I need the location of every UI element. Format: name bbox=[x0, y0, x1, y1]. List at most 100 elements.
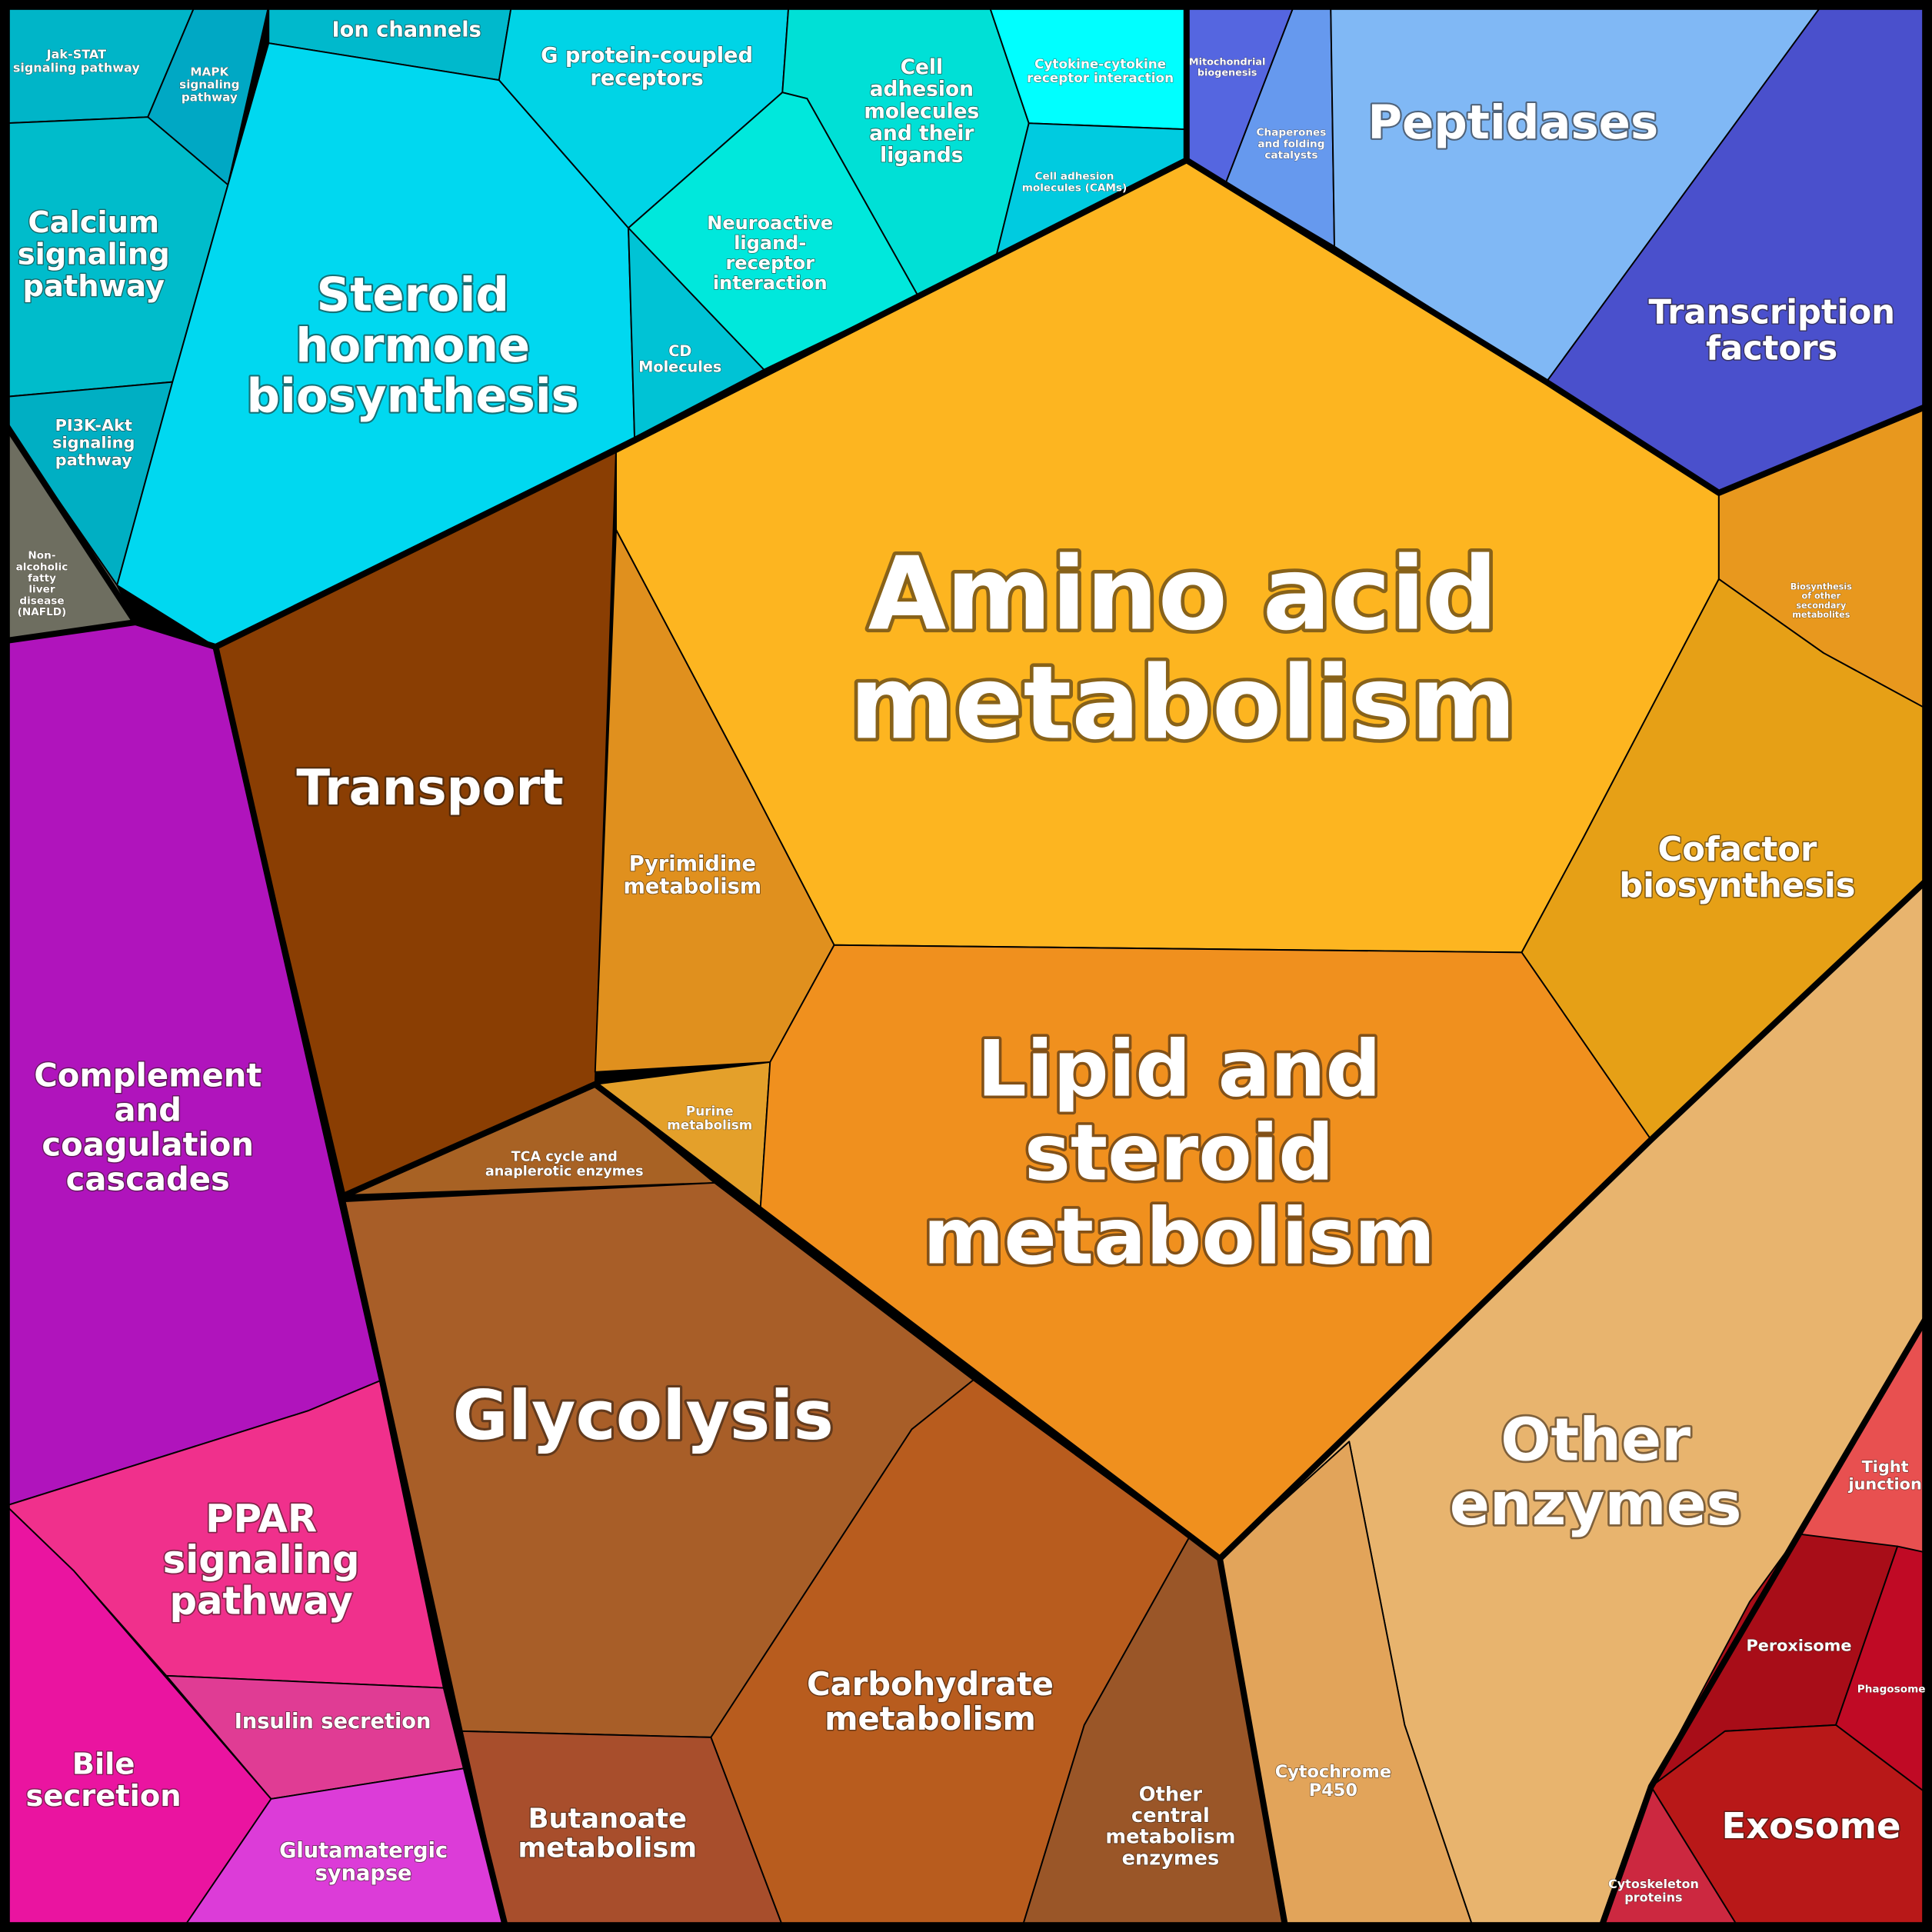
cell-label: Cytokine-cytokine bbox=[1034, 56, 1166, 72]
cell-label: MAPK bbox=[190, 65, 229, 79]
group-border bbox=[212, 646, 508, 1927]
cell-label: coagulation bbox=[42, 1126, 254, 1164]
cell-label: and their bbox=[869, 122, 974, 145]
cell-label: receptor bbox=[725, 252, 814, 274]
cell-label: and folding bbox=[1257, 138, 1324, 150]
cell-label: pathway bbox=[182, 90, 238, 104]
cell-label: signaling bbox=[52, 434, 135, 452]
cell-label: Mitochondrial bbox=[1189, 57, 1266, 68]
cell-label: biosynthesis bbox=[246, 369, 578, 424]
cell-label: adhesion bbox=[870, 78, 974, 102]
cell-label: biogenesis bbox=[1198, 68, 1257, 79]
cell-label: molecules bbox=[864, 99, 979, 123]
cell-label: central bbox=[1131, 1804, 1210, 1827]
cell-label: Peroxisome bbox=[1746, 1636, 1851, 1654]
cell-label: cascades bbox=[66, 1161, 230, 1198]
cell-label: (NAFLD) bbox=[18, 606, 67, 618]
cell-label: Exosome bbox=[1721, 1805, 1900, 1847]
cell-label: molecules (CAMs) bbox=[1022, 182, 1128, 194]
cell-label: secretion bbox=[26, 1779, 182, 1814]
cell-label: secondary bbox=[1796, 601, 1847, 611]
cell-label: factors bbox=[1706, 329, 1837, 368]
cell-label: anaplerotic enzymes bbox=[485, 1164, 644, 1179]
group-border bbox=[343, 1081, 1288, 1927]
cell-label: Lipid and bbox=[978, 1024, 1381, 1114]
cell-label: hormone bbox=[295, 318, 530, 373]
cell-label: pathway bbox=[169, 1579, 352, 1624]
cell-label: enzymes bbox=[1450, 1471, 1742, 1539]
cell bbox=[628, 227, 765, 438]
cell-label: Steroid bbox=[316, 268, 508, 322]
cell-label: ligands bbox=[880, 143, 963, 167]
group-border bbox=[1598, 1317, 1929, 1927]
cell-label: CD bbox=[668, 342, 691, 360]
group-border bbox=[5, 157, 1927, 651]
cell-label: synapse bbox=[315, 1861, 412, 1885]
cell-label: catalysts bbox=[1264, 149, 1317, 162]
cell-label: fatty bbox=[28, 572, 56, 585]
cell-label: Molecules bbox=[638, 358, 721, 376]
cell-label: PI3K-Akt bbox=[55, 416, 132, 435]
cells bbox=[5, 5, 1927, 1927]
cell-label: Transport bbox=[296, 760, 563, 817]
cell-label: Non- bbox=[28, 550, 55, 562]
cell-label: Cell adhesion bbox=[1035, 171, 1114, 183]
cell-label: Tight bbox=[1862, 1457, 1909, 1476]
cell-label: Jak-STAT bbox=[46, 47, 106, 62]
cell-label: Transcription bbox=[1648, 294, 1895, 332]
cell-label: metabolism bbox=[923, 1191, 1435, 1282]
cell-label: Chaperones bbox=[1256, 127, 1326, 139]
cell-label: disease bbox=[19, 595, 64, 607]
cell-label: pathway bbox=[55, 451, 132, 469]
cell-label: Carbohydrate bbox=[807, 1665, 1054, 1703]
cell-label: Other bbox=[1139, 1783, 1203, 1806]
cell-label: proteins bbox=[1624, 1890, 1682, 1904]
cell-label: metabolism bbox=[850, 644, 1517, 761]
cell-label: metabolism bbox=[824, 1700, 1036, 1737]
cell-label: Cofactor bbox=[1657, 831, 1817, 869]
cell-label: signaling bbox=[163, 1537, 360, 1582]
cell-label: Amino acid bbox=[868, 535, 1498, 652]
cell-label: enzymes bbox=[1122, 1847, 1220, 1870]
cell-label: Other bbox=[1501, 1407, 1690, 1475]
cell-label: biosynthesis bbox=[1619, 867, 1855, 905]
cell-label: TCA cycle and bbox=[511, 1149, 618, 1164]
cell-label: metabolism bbox=[667, 1118, 752, 1133]
cell-label: Bile bbox=[72, 1747, 135, 1781]
cell-label: Complement bbox=[34, 1057, 261, 1094]
cell-label: pathway bbox=[22, 269, 165, 304]
cell-label: alcoholic bbox=[16, 561, 68, 573]
cell-label: steroid bbox=[1024, 1108, 1334, 1198]
cell-label: Cell bbox=[901, 55, 943, 79]
cell-label: signaling pathway bbox=[13, 60, 141, 75]
cell-label: signaling bbox=[179, 78, 239, 92]
cell-label: Cytoskeleton bbox=[1608, 1877, 1699, 1891]
cell-label: P450 bbox=[1309, 1780, 1357, 1800]
cell-label: Insulin secretion bbox=[235, 1710, 431, 1734]
cell-label: metabolism bbox=[518, 1832, 698, 1864]
cell-label: Neuroactive bbox=[707, 212, 833, 234]
cell-label: receptors bbox=[590, 66, 703, 90]
cell-label: Glycolysis bbox=[453, 1376, 834, 1455]
cell-label: interaction bbox=[713, 272, 828, 294]
cell-label: Calcium bbox=[28, 205, 159, 240]
cell-label: Purine bbox=[686, 1104, 734, 1119]
group-border bbox=[3, 423, 138, 625]
cell-label: of other bbox=[1802, 591, 1841, 601]
cell-label: and bbox=[114, 1091, 182, 1129]
cell-label: Phagosome bbox=[1857, 1683, 1926, 1695]
cell-label: Cytochrome bbox=[1275, 1762, 1391, 1782]
cell-label: junction bbox=[1847, 1474, 1921, 1493]
cell-label: metabolism bbox=[624, 874, 762, 898]
cell-label: receptor interaction bbox=[1027, 70, 1174, 85]
cell-label: G protein-coupled bbox=[541, 44, 753, 68]
cell-label: Pyrimidine bbox=[629, 852, 756, 876]
group-border bbox=[1217, 878, 1928, 1561]
cell-label: liver bbox=[28, 584, 55, 596]
cell-label: signaling bbox=[18, 238, 170, 272]
cell-label: PPAR bbox=[205, 1496, 317, 1541]
cell-label: Biosynthesis bbox=[1790, 582, 1852, 592]
